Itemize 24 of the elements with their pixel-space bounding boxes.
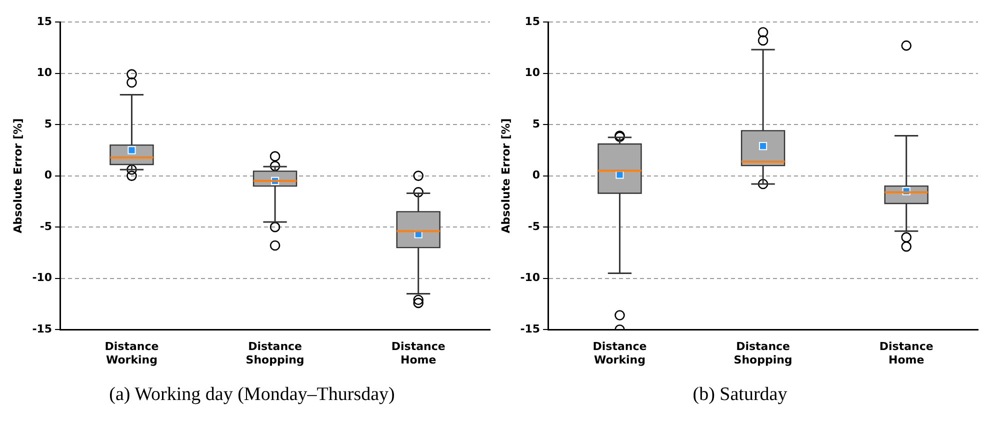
y-tick-label: -10 bbox=[32, 271, 52, 284]
x-tick-label: Distance Shopping bbox=[246, 340, 304, 366]
text: (b) Saturday bbox=[692, 384, 788, 406]
y-tick-label: -10 bbox=[520, 271, 540, 284]
y-tick-label: -15 bbox=[520, 322, 540, 336]
y-tick-label: -5 bbox=[40, 220, 52, 233]
text: (a) Working day (Monday–Thursday) bbox=[109, 384, 395, 406]
y-axis-title: Absolute Error [%] bbox=[11, 118, 24, 234]
y-tick-label: 0 bbox=[44, 168, 52, 182]
y-tick-label: 10 bbox=[524, 66, 540, 80]
y-axis-title: Absolute Error [%] bbox=[499, 118, 512, 234]
y-tick-label: 10 bbox=[36, 66, 52, 80]
y-tick-label: 15 bbox=[36, 14, 52, 28]
y-tick-label: 0 bbox=[532, 168, 540, 182]
x-tick-label: Distance Home bbox=[391, 340, 446, 366]
y-tick-label: 5 bbox=[44, 117, 52, 130]
y-tick-label: -15 bbox=[32, 322, 52, 336]
x-tick-label: Distance Home bbox=[879, 340, 934, 366]
y-tick-label: -5 bbox=[528, 220, 540, 233]
y-tick-label: 15 bbox=[524, 14, 540, 28]
y-tick-label: 5 bbox=[532, 117, 540, 130]
x-tick-label: Distance Shopping bbox=[734, 340, 792, 366]
x-tick-label: Distance Working bbox=[104, 340, 159, 366]
x-tick-label: Distance Working bbox=[592, 340, 647, 366]
